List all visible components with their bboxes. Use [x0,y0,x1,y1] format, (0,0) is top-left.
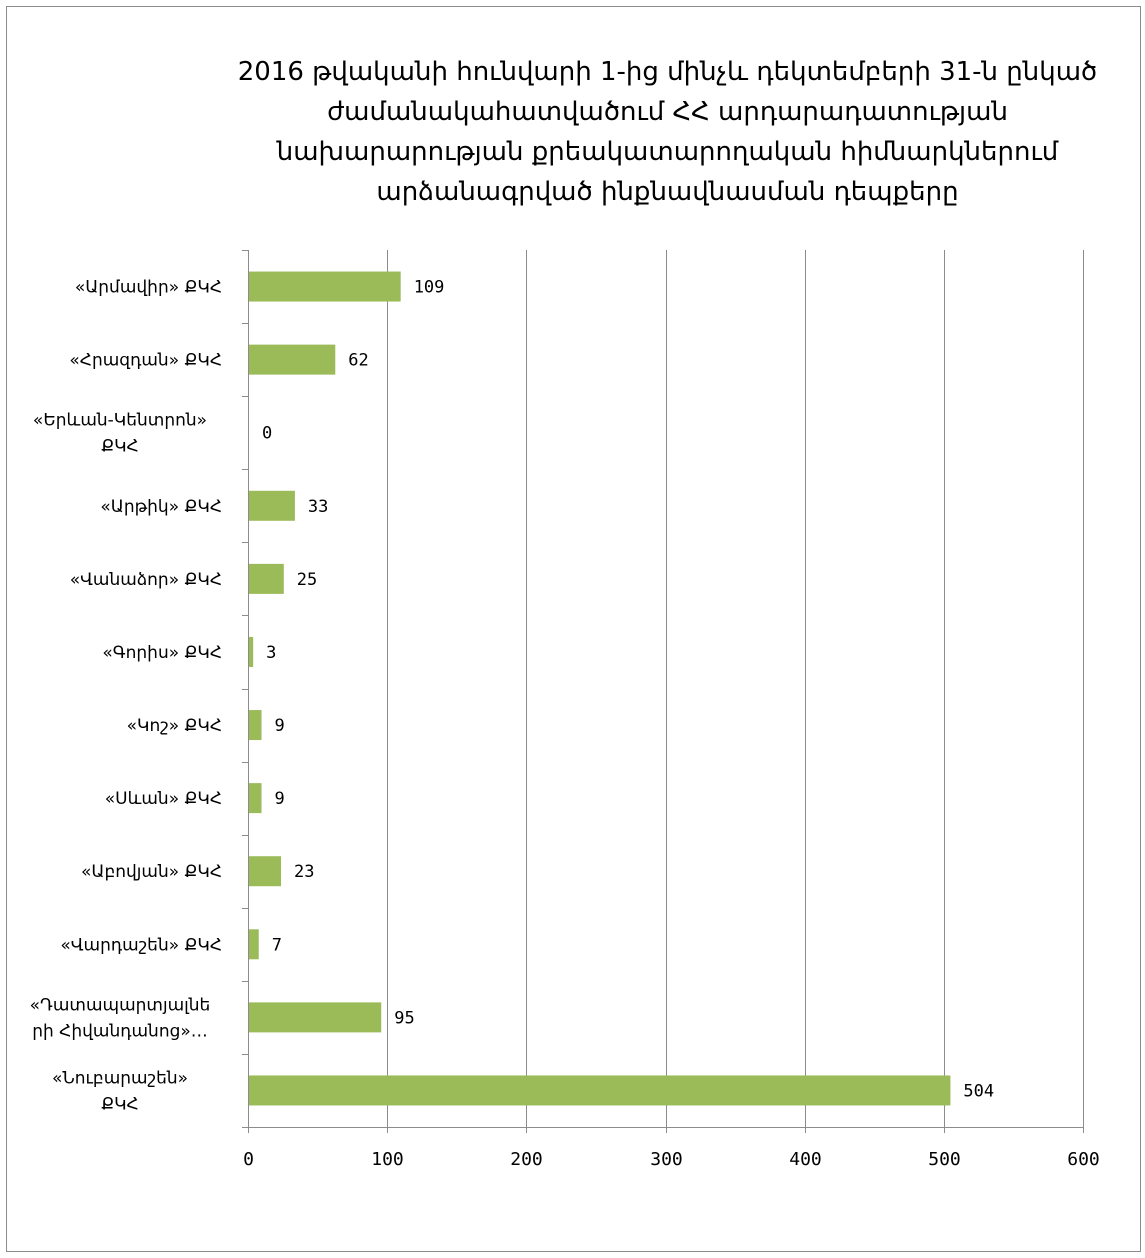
bar [249,710,262,741]
bar [249,636,254,667]
category-label: րի Հիվանդանոց»… [32,1021,208,1041]
data-label: 0 [262,424,272,444]
category-label: «Կոշ» ՔԿՀ [127,716,222,736]
bar [249,563,284,594]
bar [249,1002,382,1033]
bar [249,490,295,521]
chart-title-line-3: նախարարության քրեակատարողական հիմնարկներ… [276,137,1059,167]
bar [249,856,282,887]
bar [249,344,336,375]
chart-title: 2016 թվականի հունվարի 1-ից մինչև դեկտեմբ… [200,52,1135,212]
chart-title-line-1: 2016 թվականի հունվարի 1-ից մինչև դեկտեմբ… [237,57,1098,87]
data-label: 3 [266,643,276,663]
data-label: 62 [348,351,368,371]
chart-frame [6,6,1141,1252]
x-tick-label: 400 [789,1149,822,1170]
data-label: 95 [394,1008,414,1028]
data-label: 9 [275,716,285,736]
category-label: «Արմավիր» ՔԿՀ [75,278,222,298]
category-label: ՔԿՀ [101,437,138,457]
x-tick-label: 600 [1067,1149,1100,1170]
data-label: 504 [963,1081,994,1101]
bar [249,783,262,814]
gridlines [387,250,1084,1127]
x-tick-label: 300 [650,1149,683,1170]
labels: 0 100 200 300 400 500 600 109 «Արմավիր» ՔԿՀ 62 «Հր… [30,278,1100,1170]
bar [249,929,259,960]
data-label: 23 [294,862,314,882]
chart-title-line-2: ժամանակահատվածում ՀՀ արդարադատության [327,97,1008,127]
x-tick-label: 500 [928,1149,961,1170]
category-label: «Դատապարտյալնե [30,995,211,1015]
category-label: ՔԿՀ [101,1094,138,1114]
bar [249,271,401,302]
x-tick-label: 100 [371,1149,404,1170]
category-label: «Երևան-Կենտրոն» [33,411,207,431]
data-label: 25 [297,570,317,590]
x-tick-label: 200 [510,1149,543,1170]
axes [242,250,1084,1133]
category-label: «Սևան» ՔԿՀ [105,789,222,809]
data-label: 33 [308,497,328,517]
category-label: «Գորիս» ՔԿՀ [102,643,222,663]
data-label: 109 [414,278,445,298]
category-label: «Վարդաշեն» ՔԿՀ [60,935,222,955]
bar [249,1075,951,1106]
category-label: «Աբովյան» ՔԿՀ [81,862,222,882]
data-label: 9 [275,789,285,809]
category-label: «Հրազդան» ՔԿՀ [69,351,222,371]
x-tick-label: 0 [243,1149,254,1170]
category-label: «Արթիկ» ՔԿՀ [100,497,222,517]
category-label: «Նուբարաշեն» [52,1068,188,1088]
data-label: 7 [272,935,282,955]
chart-title-line-4: արձանագրված ինքնավնասման դեպքերը [376,177,959,207]
category-label: «Վանաձոր» ՔԿՀ [70,570,222,590]
bars [249,271,951,1106]
